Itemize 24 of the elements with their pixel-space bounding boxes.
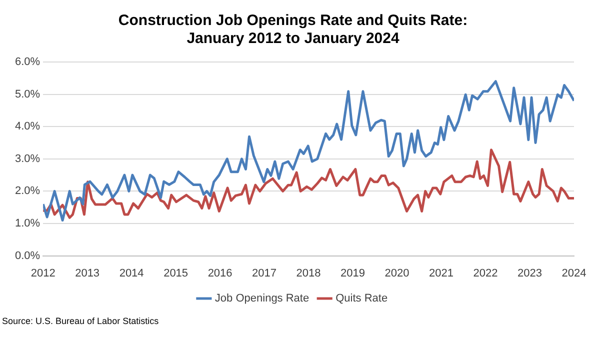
legend-label: Quits Rate xyxy=(336,292,388,305)
x-tick-label: 2014 xyxy=(119,267,144,280)
x-tick-label: 2013 xyxy=(75,267,100,280)
x-tick-label: 2016 xyxy=(208,267,232,280)
x-tick-label: 2023 xyxy=(518,267,542,280)
y-tick-label: 1.0% xyxy=(14,218,40,230)
y-tick-label: 4.0% xyxy=(14,120,40,133)
x-tick-label: 2019 xyxy=(340,267,366,280)
x-tick-label: 2020 xyxy=(384,267,410,280)
y-tick-label: 5.0% xyxy=(14,88,40,100)
x-tick-label: 2021 xyxy=(429,267,454,280)
x-tick-label: 2018 xyxy=(296,267,321,280)
x-tick-label: 2022 xyxy=(473,267,498,280)
chart-title: Construction Job Openings Rate and Quits Rate: January 2012 to January 2024 xyxy=(118,12,468,48)
x-tick-label: 2012 xyxy=(30,267,56,280)
source-note: Source: U.S. Bureau of Labor Statistics xyxy=(2,316,160,326)
x-tick-label: 2024 xyxy=(562,267,586,280)
x-tick-label: 2017 xyxy=(252,267,277,280)
y-tick-label: 6.0% xyxy=(14,56,40,68)
legend-label: Job Openings Rate xyxy=(214,292,310,305)
y-tick-label: 0.0% xyxy=(14,250,40,262)
y-tick-label: 2.0% xyxy=(14,185,40,198)
y-tick-label: 3.0% xyxy=(14,152,40,165)
x-tick-label: 2015 xyxy=(164,267,188,280)
